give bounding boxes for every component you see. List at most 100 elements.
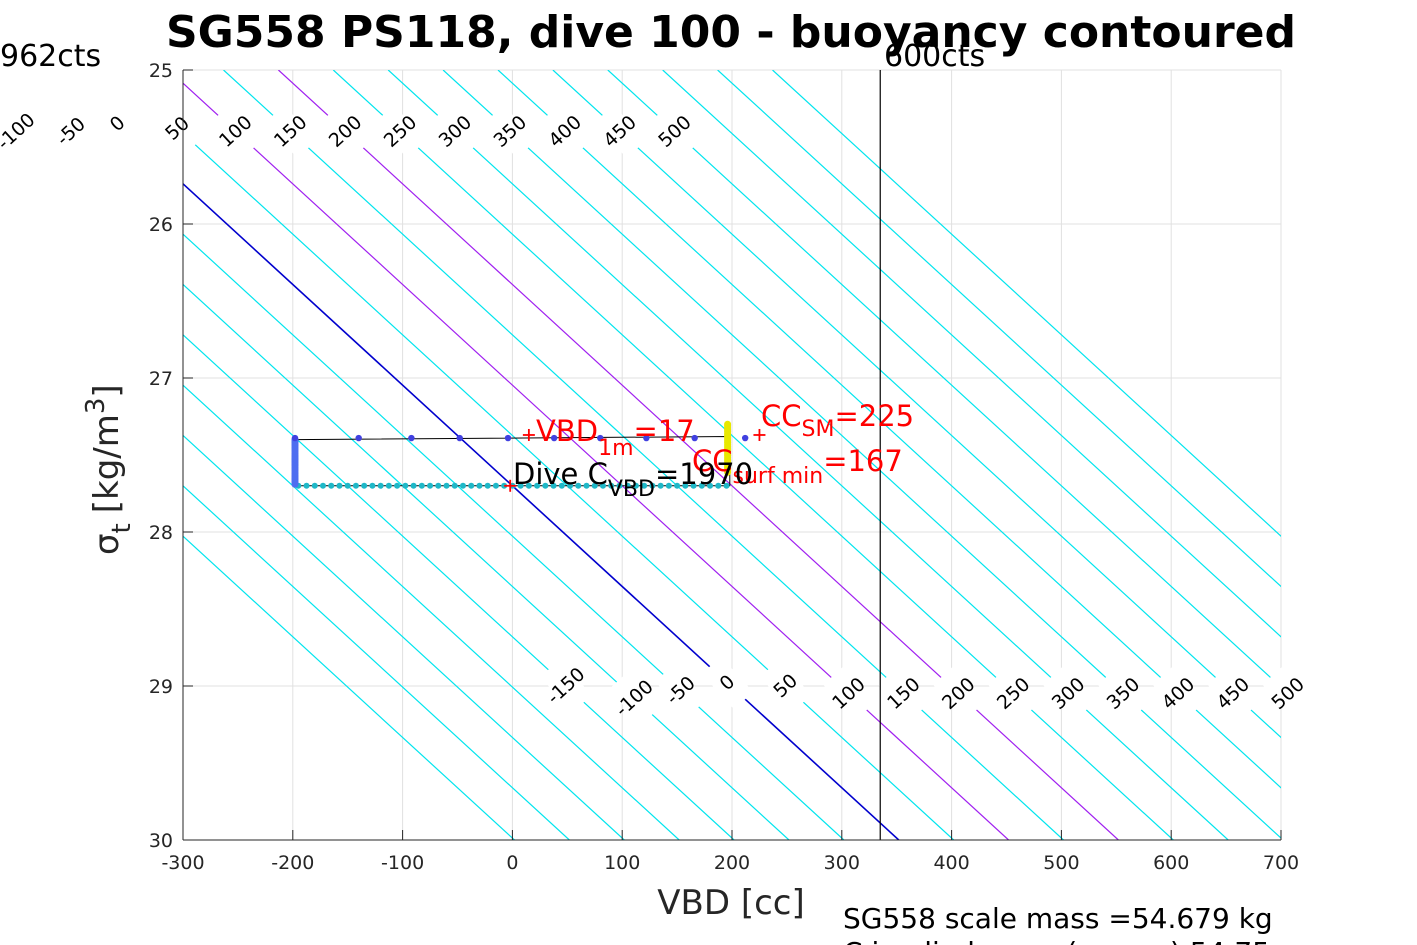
lower-point — [435, 482, 442, 489]
cc-surf-value: =167 — [823, 444, 903, 478]
y-tick-label: 27 — [149, 368, 173, 390]
x-tick-label: 100 — [604, 852, 640, 874]
right-point — [724, 468, 732, 476]
contour-line — [607, 70, 1281, 688]
contour-label-bg — [1207, 667, 1260, 721]
contour-label-bg — [374, 105, 427, 159]
lower-point — [328, 482, 335, 489]
grid-lines — [182, 69, 1282, 841]
y-tick-label: 30 — [149, 830, 173, 852]
x-tick-label: 500 — [1043, 852, 1079, 874]
lower-point — [682, 482, 689, 489]
contour-label-bg — [987, 667, 1040, 721]
upper-point — [643, 434, 650, 442]
upper-point — [550, 434, 558, 442]
upper-point — [691, 434, 698, 442]
x-tick-label: -200 — [271, 852, 314, 874]
contour-line — [717, 70, 1281, 588]
contour-label-bg — [151, 102, 204, 155]
contour-label-bg — [1097, 667, 1150, 721]
cc-surf-sub: surf min — [733, 464, 824, 489]
y-tick-label: 29 — [149, 676, 173, 698]
left-point — [291, 480, 299, 488]
contour-label-bg — [264, 105, 317, 159]
lower-point — [723, 482, 730, 489]
x-tick-label: -300 — [161, 852, 204, 874]
lower-point — [492, 482, 499, 489]
upper-point — [597, 434, 604, 442]
dive-points — [291, 420, 749, 489]
contour-label-bg — [1152, 667, 1205, 721]
contour-line — [772, 70, 1281, 537]
dive-cvbd-sub: VBD — [608, 477, 655, 502]
contour-line — [183, 182, 900, 840]
upper-point — [355, 434, 362, 442]
cc-sm-value: =225 — [834, 399, 914, 433]
contour-label-bg — [1262, 667, 1314, 721]
lower-point — [649, 482, 656, 489]
contour-label-bg — [655, 664, 707, 718]
y-tick-label: 25 — [149, 60, 173, 82]
contour-line — [332, 70, 1174, 840]
contour-label-bg — [45, 105, 97, 159]
contour-label-bg — [932, 667, 985, 721]
cc-sm-main: CC — [761, 399, 802, 433]
contour-line — [552, 70, 1281, 739]
lower-point — [567, 482, 574, 489]
lower-point — [558, 482, 565, 489]
lower-point — [385, 482, 392, 489]
upper-point — [504, 434, 512, 442]
contour-line — [662, 70, 1281, 638]
contour-line — [183, 535, 515, 840]
lower-point — [575, 482, 582, 489]
lower-point — [303, 482, 310, 489]
lower-point — [377, 482, 384, 489]
lower-point — [707, 482, 714, 489]
x-tick-label: 600 — [1153, 852, 1189, 874]
lower-point — [715, 482, 722, 489]
y-axis-label: σt [kg/m3] — [81, 384, 137, 555]
x-tick-label: -100 — [381, 852, 424, 874]
cc-sm-sub: SM — [802, 417, 835, 442]
contour-line — [223, 70, 1064, 840]
lower-point — [591, 482, 598, 489]
contour-label-bg — [823, 667, 875, 721]
contour-label-bg — [608, 671, 661, 725]
lower-point — [311, 482, 318, 489]
upper-point — [741, 434, 749, 442]
lower-point — [501, 482, 508, 489]
lower-point — [410, 482, 417, 489]
contour-label-bg — [649, 105, 701, 159]
contour-label-bg — [210, 105, 262, 159]
lower-point — [599, 482, 606, 489]
contour-line — [497, 70, 1281, 789]
axes: -300 -200 -100 0 100 200 300 400 500 600 700 25 26 27… — [149, 60, 1299, 874]
chart-title: SG558 PS118, dive 100 - buoyancy contour… — [166, 7, 1296, 58]
contour-label-bg — [701, 656, 754, 710]
lower-point — [674, 482, 681, 489]
vbd-1m-annotation: VBD1m=17 — [536, 414, 695, 461]
lower-point — [352, 482, 359, 489]
lower-point — [550, 482, 557, 489]
contour-line — [278, 70, 1119, 840]
svg-text:σt[kg/m3]: σt [kg/m3] — [81, 384, 137, 555]
lower-point — [361, 482, 368, 489]
lower-point — [468, 482, 475, 489]
x-tick-label: 300 — [824, 852, 860, 874]
upper-point — [408, 434, 415, 442]
dive-cvbd-main: Dive C — [513, 457, 608, 491]
contour-label-bg — [319, 105, 372, 159]
lower-point — [369, 482, 376, 489]
x-tick-label: 700 — [1263, 852, 1299, 874]
contour-line — [387, 70, 1229, 840]
lower-point — [632, 482, 639, 489]
vbd-limit-label: 600cts — [884, 39, 985, 74]
y-label-sup: 3 — [81, 398, 111, 415]
vbd-1m-main: VBD — [536, 414, 598, 448]
lower-point — [665, 482, 672, 489]
y-label-sigma: σ — [87, 533, 127, 555]
lower-point — [698, 482, 705, 489]
left-count-label: 962cts — [0, 39, 101, 74]
buoyancy-contours — [183, 70, 1281, 840]
contour-label-bg — [540, 659, 592, 713]
